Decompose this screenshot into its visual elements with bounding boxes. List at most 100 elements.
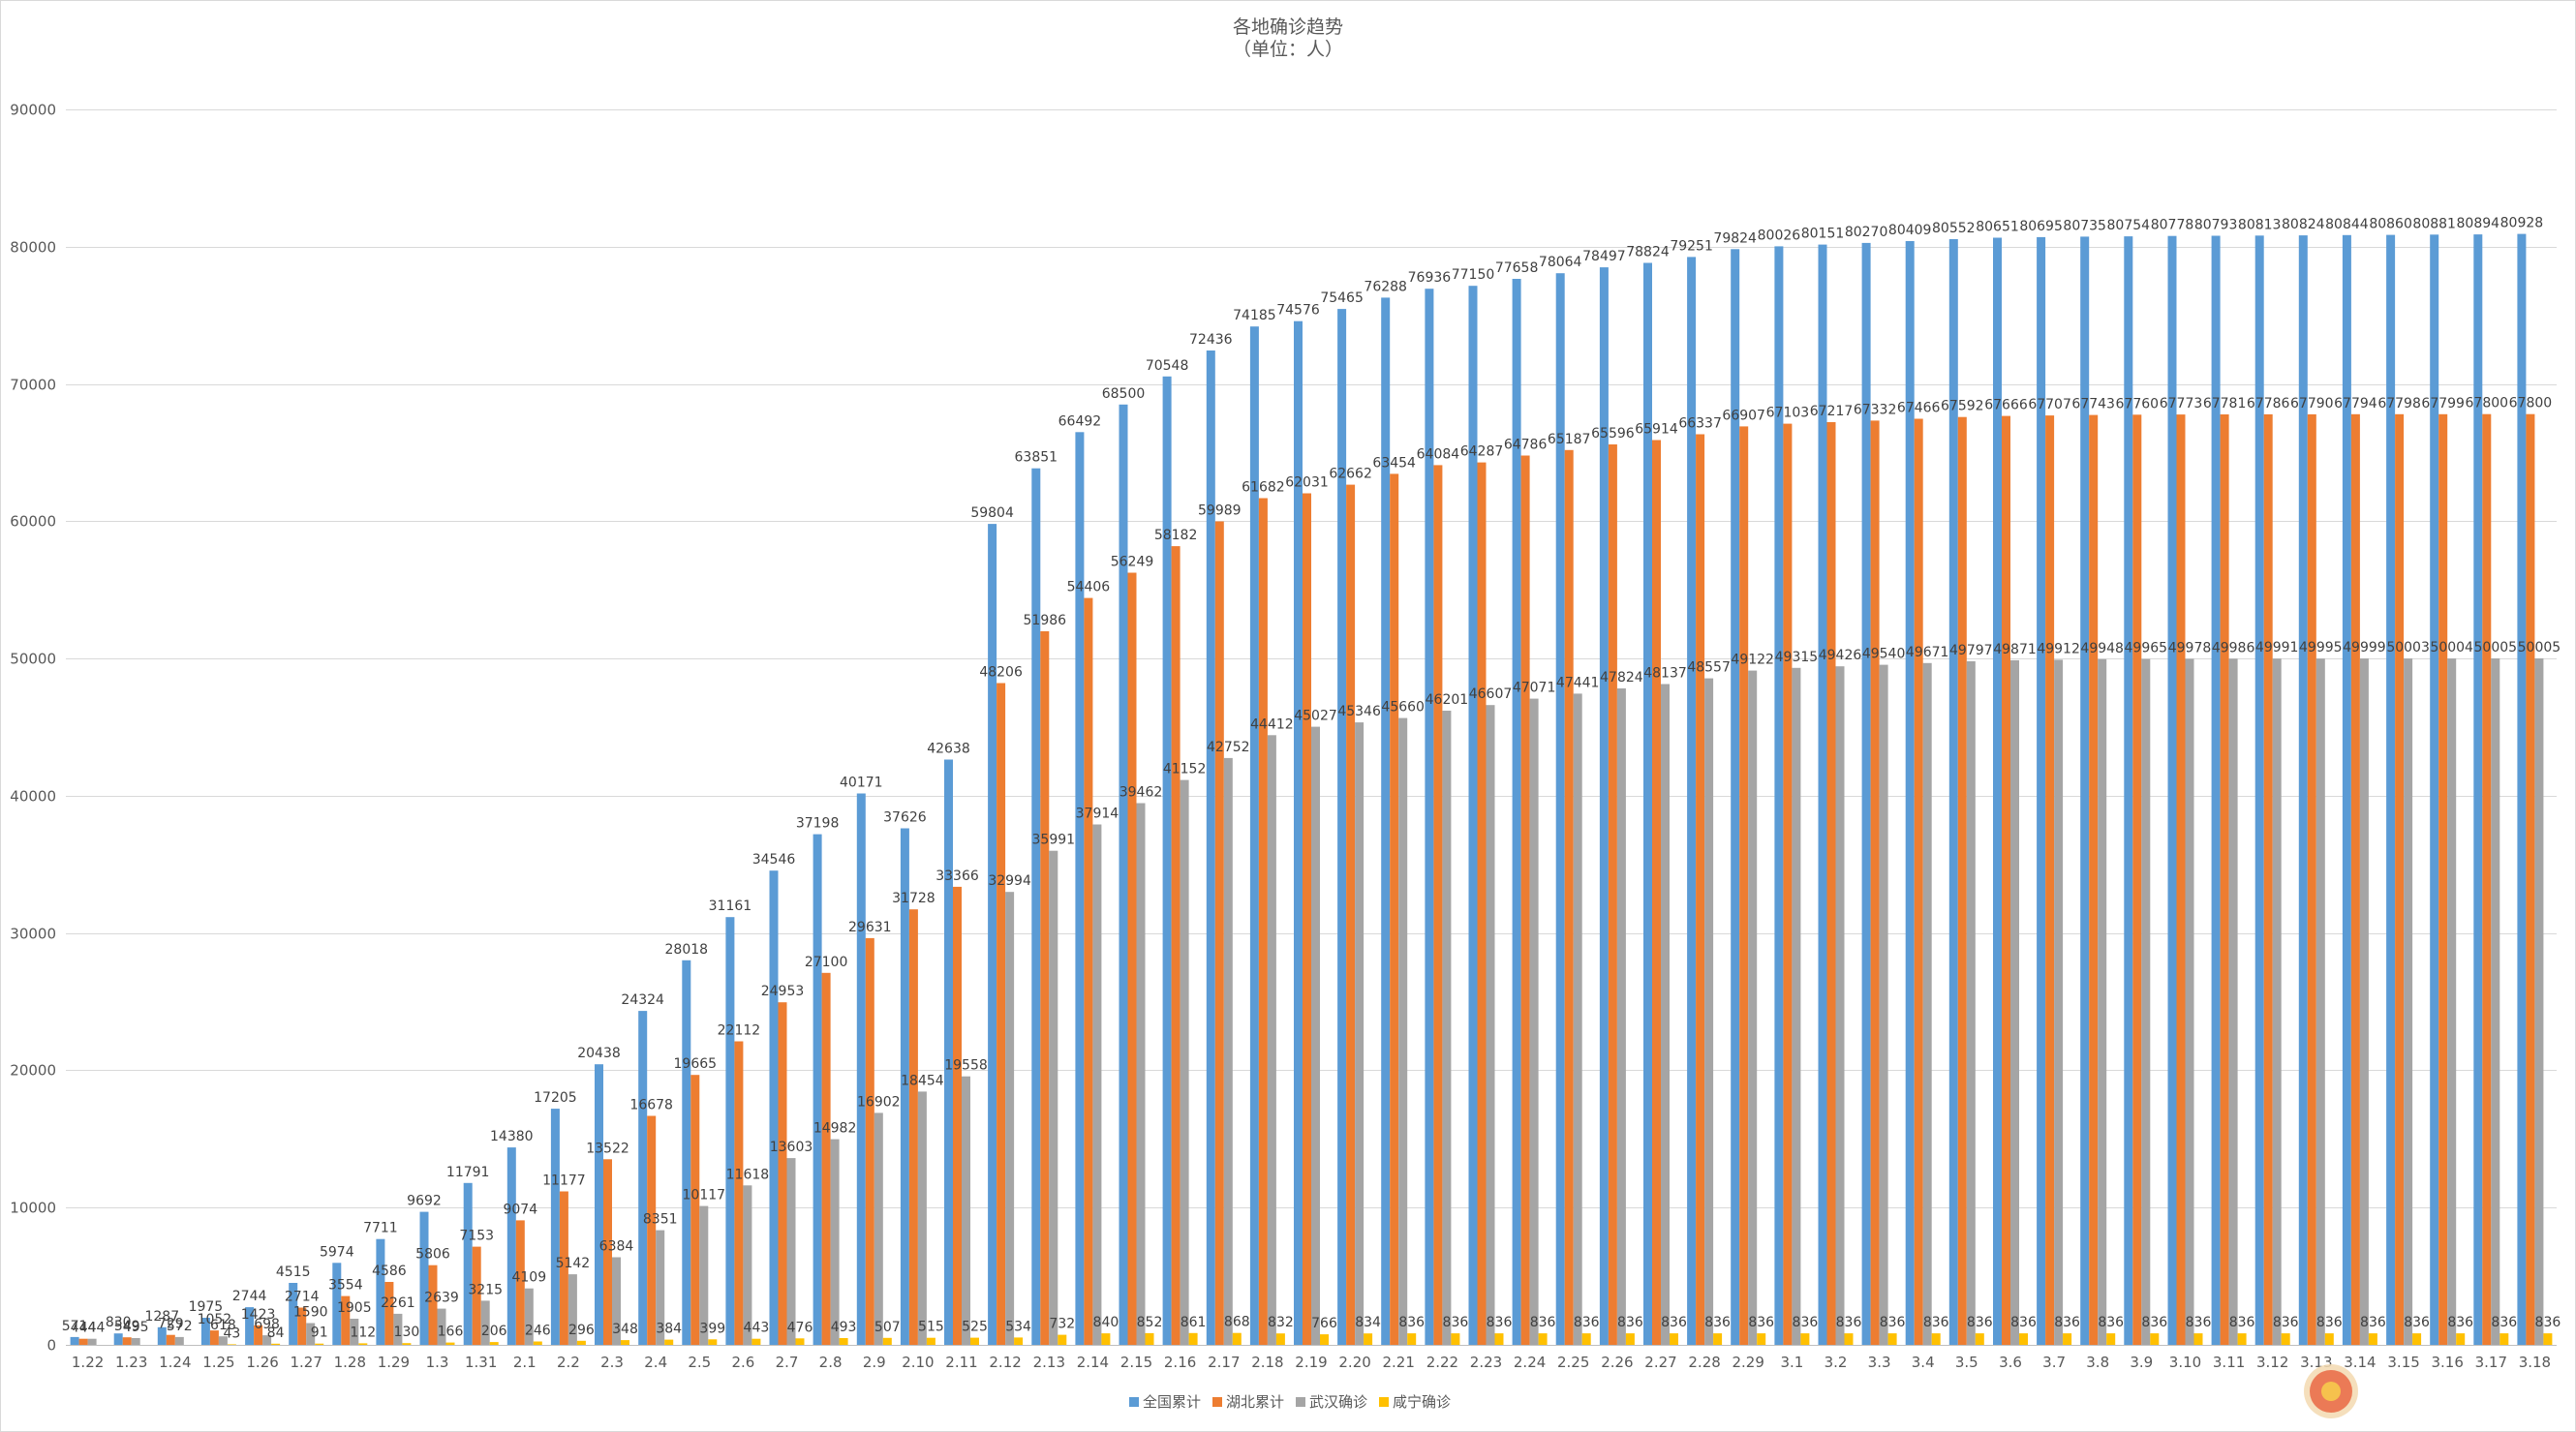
bar <box>350 1319 359 1345</box>
bar <box>1861 242 1871 1345</box>
bar <box>2491 658 2500 1345</box>
data-label: 476 <box>787 1320 813 1335</box>
bar <box>1704 678 1714 1345</box>
data-label: 78497 <box>1582 249 1626 264</box>
bar <box>218 1336 228 1345</box>
data-label: 68500 <box>1102 386 1146 402</box>
x-tick-label: 2.3 <box>600 1354 624 1371</box>
data-label: 836 <box>1443 1315 1469 1330</box>
data-label: 11618 <box>726 1167 770 1182</box>
data-label: 20438 <box>577 1046 621 1061</box>
x-tick-label: 2.15 <box>1120 1354 1152 1371</box>
bar <box>2054 659 2064 1345</box>
x-tick-label: 2.28 <box>1688 1354 1720 1371</box>
data-label: 59989 <box>1198 503 1242 519</box>
bar <box>1136 803 1146 1345</box>
x-tick-label: 1.27 <box>290 1354 322 1371</box>
data-label: 41152 <box>1163 762 1207 777</box>
bar <box>2080 236 2090 1345</box>
data-label: 493 <box>831 1320 857 1335</box>
x-tick-label: 2.6 <box>731 1354 754 1371</box>
data-label: 47071 <box>1513 681 1556 696</box>
bar <box>1005 892 1015 1345</box>
y-tick-label: 40000 <box>10 788 56 806</box>
data-label: 836 <box>2273 1315 2299 1330</box>
bar <box>1311 726 1320 1345</box>
bar <box>2517 233 2527 1346</box>
data-label: 618 <box>210 1318 236 1333</box>
data-label: 32994 <box>988 873 1031 889</box>
data-label: 67760 <box>2116 396 2160 411</box>
bar <box>2281 1333 2290 1345</box>
bar <box>1687 257 1697 1345</box>
data-label: 79251 <box>1670 238 1713 254</box>
data-label: 67103 <box>1766 406 1810 421</box>
data-label: 80409 <box>1888 223 1932 238</box>
bar <box>1390 473 1399 1345</box>
y-tick-label: 0 <box>46 1337 56 1355</box>
bar <box>1661 684 1670 1345</box>
bar <box>1792 667 1801 1345</box>
bar <box>1214 521 1224 1345</box>
bar <box>1625 1333 1635 1345</box>
y-tick-label: 50000 <box>10 651 56 668</box>
x-tick-label: 2.20 <box>1338 1354 1370 1371</box>
bar <box>480 1300 490 1345</box>
bar <box>708 1339 718 1345</box>
data-label: 91 <box>311 1325 328 1341</box>
bar <box>1180 779 1189 1345</box>
data-label: 13603 <box>770 1140 813 1155</box>
data-label: 206 <box>481 1324 507 1339</box>
data-label: 54406 <box>1067 580 1111 595</box>
bar <box>463 1182 473 1345</box>
bar <box>2002 415 2010 1346</box>
bar <box>595 1064 603 1345</box>
x-tick-label: 2.17 <box>1208 1354 1240 1371</box>
bar <box>638 1011 648 1345</box>
bar <box>376 1238 385 1345</box>
bar <box>2124 236 2133 1346</box>
bar <box>2368 1333 2377 1345</box>
x-tick-label: 1.31 <box>465 1354 497 1371</box>
bar <box>1337 309 1347 1346</box>
bar <box>2359 658 2369 1345</box>
bar <box>1381 297 1391 1345</box>
bar <box>271 1343 281 1345</box>
legend-swatch <box>1296 1397 1305 1407</box>
bar <box>254 1325 263 1345</box>
bar <box>1058 1334 1067 1345</box>
data-label: 49991 <box>2255 640 2299 655</box>
bar <box>856 793 866 1345</box>
bar <box>1826 422 1836 1345</box>
bar <box>2315 658 2325 1345</box>
data-label: 49426 <box>1819 648 1862 663</box>
bar <box>78 1338 88 1345</box>
bar <box>1145 1332 1154 1345</box>
data-label: 22112 <box>718 1023 761 1039</box>
bar <box>2386 234 2396 1346</box>
bar <box>926 1337 935 1345</box>
legend-label: 湖北累计 <box>1226 1393 1284 1411</box>
x-tick-label: 2.22 <box>1426 1354 1458 1371</box>
data-label: 732 <box>1049 1317 1075 1332</box>
legend-swatch <box>1212 1397 1222 1407</box>
data-label: 49540 <box>1862 647 1906 662</box>
bar <box>1049 850 1058 1345</box>
bar <box>734 1041 744 1345</box>
data-label: 46607 <box>1469 686 1513 702</box>
data-label: 80928 <box>2500 216 2544 231</box>
bar <box>332 1263 342 1345</box>
bar <box>970 1337 979 1345</box>
x-tick-label: 2.13 <box>1033 1354 1065 1371</box>
data-label: 49671 <box>1906 645 1949 660</box>
bar <box>1040 631 1050 1345</box>
bar <box>647 1115 657 1345</box>
bar <box>795 1338 805 1345</box>
bar <box>2395 413 2405 1345</box>
x-tick-label: 2.1 <box>513 1354 537 1371</box>
x-tick-label: 2.16 <box>1164 1354 1196 1371</box>
data-label: 836 <box>2141 1315 2167 1330</box>
bar <box>131 1338 140 1345</box>
bar <box>1127 572 1137 1345</box>
